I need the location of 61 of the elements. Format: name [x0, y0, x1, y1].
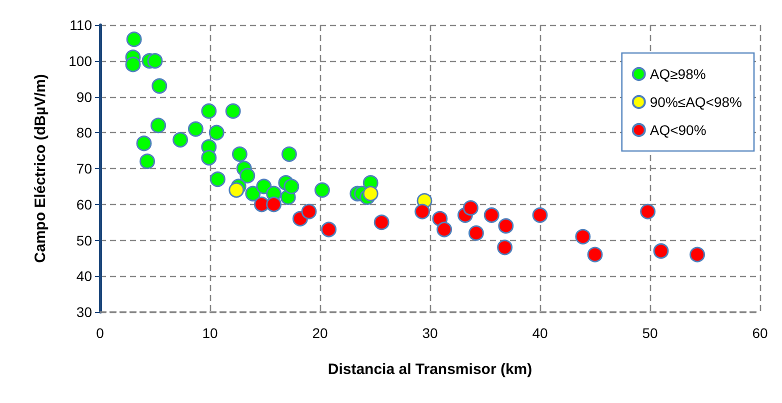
- x-tick-label: 10: [202, 325, 218, 341]
- point: [374, 214, 390, 230]
- y-tick-label: 100: [68, 52, 92, 69]
- point: [284, 178, 300, 194]
- point: [225, 103, 241, 119]
- point: [314, 182, 330, 198]
- legend-label: AQ<90%: [650, 122, 706, 138]
- point: [240, 168, 256, 184]
- point: [256, 178, 272, 194]
- point: [201, 150, 217, 166]
- point: [436, 222, 452, 238]
- point: [468, 225, 484, 241]
- y-tick-label: 30: [76, 304, 92, 320]
- point: [321, 222, 337, 238]
- point: [653, 243, 669, 259]
- point: [152, 78, 168, 94]
- point: [362, 186, 378, 202]
- y-axis-title: Campo Eléctrico (dBµV/m): [32, 74, 49, 263]
- x-tick-label: 60: [752, 325, 768, 341]
- point: [498, 218, 514, 234]
- point: [575, 228, 591, 244]
- x-tick-label: 50: [642, 325, 658, 341]
- point: [497, 240, 513, 256]
- legend-label: AQ≥98%: [650, 66, 706, 82]
- y-tick-label: 90: [76, 88, 92, 105]
- point: [136, 136, 152, 152]
- legend-label: 90%≤AQ<98%: [650, 94, 742, 110]
- point: [245, 186, 261, 202]
- point: [126, 32, 142, 48]
- point: [188, 121, 204, 137]
- point: [301, 204, 317, 220]
- point: [125, 56, 141, 72]
- y-tick-label: 80: [76, 124, 92, 141]
- point: [462, 200, 478, 216]
- point: [414, 204, 430, 220]
- x-axis-title: Distancia al Transmisor (km): [328, 361, 532, 378]
- point: [150, 118, 166, 134]
- y-tick-label: 70: [76, 160, 92, 176]
- point: [484, 207, 500, 223]
- point: [201, 103, 217, 119]
- point: [208, 124, 224, 140]
- point: [210, 172, 226, 188]
- point: [532, 207, 548, 223]
- y-tick-label: 40: [76, 268, 92, 284]
- point: [232, 146, 248, 162]
- point: [172, 132, 188, 148]
- x-tick-label: 0: [96, 325, 104, 341]
- point: [281, 146, 297, 162]
- x-tick-label: 30: [422, 325, 438, 341]
- x-tick-label: 40: [532, 325, 548, 341]
- point: [640, 204, 656, 220]
- x-tick-label: 20: [312, 325, 328, 341]
- point: [266, 196, 282, 212]
- y-tick-label: 110: [70, 17, 92, 33]
- point: [690, 246, 706, 262]
- point: [147, 53, 163, 69]
- y-tick-label: 50: [76, 232, 92, 248]
- point: [140, 154, 156, 170]
- point: [587, 246, 603, 262]
- y-tick-label: 60: [76, 196, 92, 212]
- point: [228, 182, 244, 198]
